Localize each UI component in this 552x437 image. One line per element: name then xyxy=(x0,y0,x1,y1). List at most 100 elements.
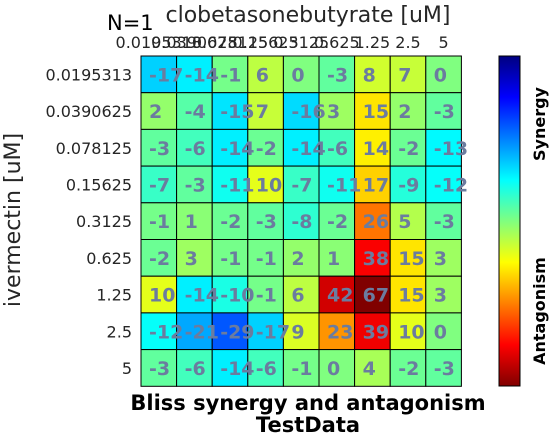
heatmap-cell xyxy=(389,92,427,130)
cell-value-label: -6 xyxy=(185,358,206,380)
cell-value-label: 0 xyxy=(434,321,447,343)
cell-value-label: 6 xyxy=(256,64,269,86)
cell-value-label: 2 xyxy=(149,101,162,123)
cell-value-label: -11 xyxy=(220,174,254,196)
cell-value-label: -6 xyxy=(256,358,277,380)
x-tick-label: 5 xyxy=(439,33,449,52)
heatmap-cell xyxy=(140,349,178,387)
heatmap-cell xyxy=(425,165,462,204)
heatmap-cell xyxy=(247,312,284,351)
cell-value-label: 10 xyxy=(149,285,175,307)
heatmap-cell xyxy=(425,92,462,130)
cell-value-label: 23 xyxy=(327,321,353,343)
heatmap-cell xyxy=(247,165,284,204)
y-tick-label: 2.5 xyxy=(107,322,132,341)
heatmap-cell xyxy=(354,312,391,351)
heatmap-cell xyxy=(318,349,356,387)
heatmap-cell xyxy=(211,312,249,351)
cell-value-label: -3 xyxy=(256,211,277,233)
x-tick-label: 0.625 xyxy=(314,33,360,52)
heatmap-cell xyxy=(389,239,427,277)
heatmap-cell xyxy=(318,239,356,277)
heatmap-cell xyxy=(140,92,178,130)
x-tick-label: 1.25 xyxy=(355,33,391,52)
cell-value-label: 15 xyxy=(398,248,424,270)
y-tick-label: 0.625 xyxy=(86,249,132,268)
heatmap-cell xyxy=(247,128,284,167)
cell-value-label: -7 xyxy=(149,174,170,196)
cell-value-label: -1 xyxy=(256,248,277,270)
cell-value-label: -3 xyxy=(434,358,455,380)
heatmap-cell xyxy=(140,239,178,277)
heatmap-cell xyxy=(318,202,356,241)
cell-value-label: -2 xyxy=(220,211,241,233)
heatmap-cell xyxy=(354,92,391,130)
cell-value-label: -6 xyxy=(327,138,348,160)
heatmap-cell xyxy=(354,349,391,387)
heatmap-cell xyxy=(282,128,320,167)
heatmap-cell xyxy=(354,275,391,314)
cell-value-label: -3 xyxy=(149,138,170,160)
cell-value-label: -3 xyxy=(434,211,455,233)
cell-value-label: -1 xyxy=(149,211,170,233)
x-tick-label: 0.15625 xyxy=(233,33,299,52)
y-axis-label: ivermectin [uM] xyxy=(1,133,26,307)
heatmap-cell xyxy=(425,239,462,277)
heatmap-cell xyxy=(318,55,356,94)
cell-value-label: 42 xyxy=(327,285,353,307)
heatmap-cell xyxy=(211,128,249,167)
heatmap-cell xyxy=(211,239,249,277)
x-tick-label: 0.078125 xyxy=(192,33,268,52)
cell-value-label: 38 xyxy=(363,248,389,270)
y-tick-label: 0.0390625 xyxy=(45,102,132,121)
cell-value-label: -1 xyxy=(256,285,277,307)
heatmap-cell xyxy=(176,275,213,314)
cell-value-label: 3 xyxy=(185,248,198,270)
heatmap-cell xyxy=(282,349,320,387)
heatmap-cells xyxy=(140,55,462,387)
heatmap-cell xyxy=(140,55,178,94)
cell-value-label: -14 xyxy=(185,285,219,307)
cell-value-label: 0 xyxy=(327,358,340,380)
cell-value-label: -10 xyxy=(220,285,254,307)
y-tick-labels: 0.0195313 0.0390625 0.078125 0.15625 0.3125 0… xyxy=(45,65,132,378)
heatmap-cell xyxy=(247,349,284,387)
heatmap-cell xyxy=(176,239,213,277)
heatmap-cell xyxy=(140,202,178,241)
cell-value-label: 6 xyxy=(291,285,304,307)
cell-value-label: -7 xyxy=(291,174,312,196)
colorbar-top-label: Synergy xyxy=(530,86,549,161)
cell-value-label: -2 xyxy=(398,358,419,380)
cell-value-label: -1 xyxy=(220,64,241,86)
cell-value-label: 15 xyxy=(398,285,424,307)
cell-value-label: 2 xyxy=(291,248,304,270)
cell-value-label: -6 xyxy=(185,138,206,160)
y-tick-label: 0.3125 xyxy=(76,212,132,231)
cell-value-label: 39 xyxy=(363,321,389,343)
cell-value-label: 4 xyxy=(363,358,376,380)
x-tick-label: 0.0195313 xyxy=(116,33,203,52)
y-tick-label: 0.15625 xyxy=(66,175,132,194)
heatmap-cell xyxy=(282,312,320,351)
chart-title: Bliss synergy and antagonism xyxy=(130,391,485,415)
heatmap-cell xyxy=(176,55,213,94)
cell-value-label: -14 xyxy=(291,138,325,160)
heatmap-cell xyxy=(176,349,213,387)
cell-value-label: -4 xyxy=(185,101,206,123)
heatmap-cell xyxy=(282,239,320,277)
cell-value-label: -17 xyxy=(256,321,290,343)
cell-value-label: -29 xyxy=(220,321,254,343)
x-tick-label: 2.5 xyxy=(395,33,420,52)
x-tick-label: 0.0390625 xyxy=(151,33,238,52)
cell-value-label: -2 xyxy=(398,138,419,160)
heatmap-cell xyxy=(140,165,178,204)
heatmap-cell-labels: -17 -14 -1 6 0 -3 8 7 02 -4 -15 7 -16 3 15 2 -3-3 -6 -14 -2… xyxy=(149,64,468,380)
heatmap-cell xyxy=(211,349,249,387)
cell-value-label: -1 xyxy=(220,248,241,270)
heatmap-cell xyxy=(318,312,356,351)
colorbar-bottom-label: Antagonism xyxy=(530,257,549,365)
heatmap-cell xyxy=(176,128,213,167)
heatmap-cell xyxy=(425,312,462,351)
y-tick-label: 0.078125 xyxy=(56,139,132,158)
